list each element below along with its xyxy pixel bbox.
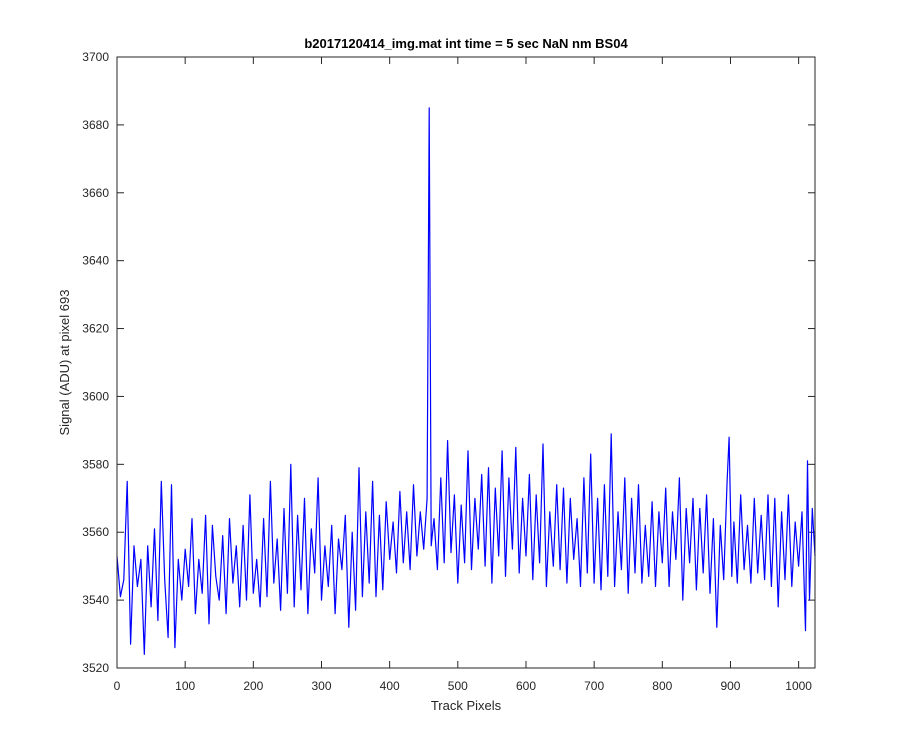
y-tick-label: 3680 <box>82 118 109 132</box>
y-tick-label: 3600 <box>82 389 109 403</box>
y-tick-label: 3700 <box>82 50 109 64</box>
x-tick-label: 0 <box>114 679 121 693</box>
x-tick-label: 400 <box>380 679 400 693</box>
chart-title: b2017120414_img.mat int time = 5 sec NaN… <box>304 36 628 51</box>
x-axis-label: Track Pixels <box>431 698 502 713</box>
y-axis-ticks: 3520 3540 3560 3580 3600 3620 3640 3660 3680 3700 <box>82 50 815 675</box>
y-tick-label: 3560 <box>82 525 109 539</box>
y-axis-label: Signal (ADU) at pixel 693 <box>57 290 72 436</box>
y-tick-label: 3520 <box>82 661 109 675</box>
x-tick-label: 500 <box>448 679 468 693</box>
plot-area <box>117 57 815 668</box>
series-layer <box>116 107 816 656</box>
x-tick-label: 1000 <box>785 679 812 693</box>
x-tick-label: 900 <box>720 679 740 693</box>
y-tick-label: 3620 <box>82 322 109 336</box>
x-tick-label: 300 <box>311 679 331 693</box>
y-tick-label: 3540 <box>82 593 109 607</box>
x-axis-ticks: 0 100 200 300 400 500 600 700 800 900 1000 <box>114 57 812 693</box>
signal-series-line <box>116 107 816 656</box>
x-tick-label: 800 <box>652 679 672 693</box>
y-tick-label: 3640 <box>82 254 109 268</box>
x-tick-label: 700 <box>584 679 604 693</box>
x-tick-label: 100 <box>175 679 195 693</box>
x-tick-label: 600 <box>516 679 536 693</box>
axes-box <box>116 56 816 669</box>
y-tick-label: 3580 <box>82 457 109 471</box>
y-tick-label: 3660 <box>82 186 109 200</box>
x-tick-label: 200 <box>243 679 263 693</box>
